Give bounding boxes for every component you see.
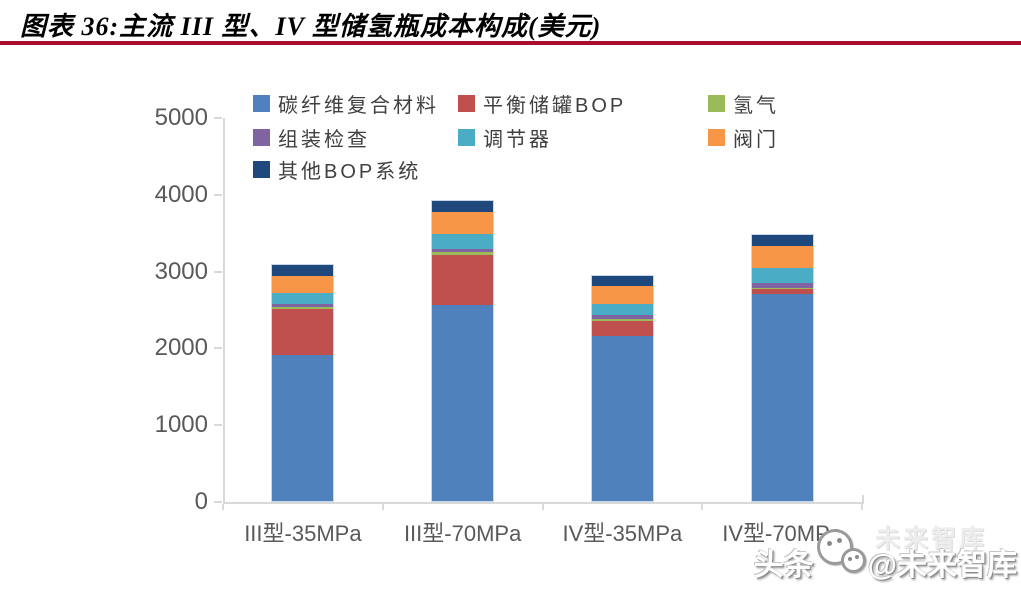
legend-item: 阀门	[708, 126, 779, 151]
plot-area	[223, 118, 864, 504]
bar-segment	[591, 315, 653, 320]
legend-label: 调节器	[483, 128, 552, 151]
bar-segment	[432, 201, 494, 213]
legend-swatch	[708, 128, 725, 146]
legend-label: 平衡储罐BOP	[483, 94, 627, 117]
y-tick-label: 1000	[154, 411, 208, 439]
bar-segment	[432, 252, 494, 255]
y-tick-label: 3000	[154, 257, 208, 285]
x-category-label: IV型-35MPa	[562, 521, 683, 546]
bar-segment	[751, 267, 813, 283]
y-tick-label: 0	[194, 488, 208, 515]
bar-segment	[591, 335, 653, 501]
figure-title: 图表 36:主流 III 型、IV 型储氢瓶成本构成(美元)	[20, 12, 602, 41]
x-axis-tick	[222, 504, 224, 510]
bar-segment	[751, 289, 813, 295]
bar-segment	[432, 249, 494, 253]
title-divider-line	[0, 41, 1021, 45]
logo-small-circle	[840, 548, 866, 573]
stacked-bar-III型-70MPa	[431, 200, 495, 502]
y-axis-tick	[214, 501, 222, 503]
legend-swatch	[708, 94, 725, 112]
stacked-bar-III型-35MPa	[271, 263, 335, 502]
legend-item: 平衡储罐BOP	[458, 92, 626, 117]
x-axis-tick	[541, 504, 544, 510]
legend-item: 其他BOP系统	[253, 158, 421, 183]
y-axis-tick	[214, 424, 222, 427]
legend-swatch	[253, 160, 270, 178]
bar-segment	[591, 319, 653, 321]
y-tick-label: 5000	[154, 104, 208, 131]
logo-dot	[826, 541, 832, 546]
bar-segment	[272, 275, 334, 293]
legend-item: 碳纤维复合材料	[253, 92, 439, 117]
bar-segment	[432, 234, 494, 250]
legend-item: 调节器	[458, 126, 552, 151]
logo-big-circle	[816, 529, 853, 565]
bar-segment	[432, 254, 494, 305]
bar-segment	[591, 303, 653, 316]
bar-segment	[272, 264, 334, 276]
x-axis-tick	[861, 504, 863, 510]
logo-dot	[854, 555, 859, 559]
watermark-ghost-text: 未来智库	[874, 525, 987, 553]
x-axis-tick	[701, 504, 704, 510]
bar-segment	[751, 287, 813, 290]
bar-segment	[591, 320, 653, 336]
bar-segment	[432, 212, 494, 235]
legend-label: 氢气	[733, 94, 779, 117]
bar-segment	[751, 234, 813, 247]
legend-label: 组装检查	[278, 128, 370, 151]
y-axis-tick	[214, 193, 222, 196]
y-tick-label: 2000	[154, 334, 208, 362]
y-axis-tick	[214, 270, 222, 273]
legend-item: 氢气	[708, 92, 779, 117]
bar-segment	[751, 246, 813, 268]
legend-label: 碳纤维复合材料	[278, 94, 439, 117]
bar-segment	[751, 282, 813, 288]
logo-dot	[836, 538, 842, 543]
bar-segment	[432, 304, 494, 501]
legend-label: 阀门	[733, 128, 779, 151]
axis-right-end-tick	[862, 495, 864, 504]
x-axis-tick	[381, 504, 384, 510]
watermark: 未来智库 头条 @未来智库	[754, 517, 1017, 589]
legend-label: 其他BOP系统	[278, 160, 422, 183]
watermark-text-right: @未来智库	[867, 549, 1017, 582]
watermark-text-left: 头条	[753, 549, 814, 582]
bar-segment	[272, 309, 334, 355]
watermark-main: 头条 @未来智库	[753, 529, 1017, 587]
legend-swatch	[458, 128, 475, 146]
bar-segment	[272, 354, 334, 501]
legend-swatch	[253, 94, 270, 112]
stacked-bar-IV型-35MPa	[590, 275, 654, 502]
x-category-label: III型-35MPa	[244, 521, 362, 546]
x-category-label: III型-70MPa	[403, 521, 522, 546]
y-axis-tick	[214, 347, 222, 350]
stacked-bar-IV型-70MPa	[750, 233, 814, 502]
bar-segment	[591, 276, 653, 287]
toutiao-smiley-logo	[815, 529, 867, 579]
legend-swatch	[253, 128, 270, 146]
legend-swatch	[458, 94, 475, 112]
bar-segment	[272, 304, 334, 307]
bar-segment	[591, 286, 653, 304]
legend-item: 组装检查	[253, 126, 370, 151]
y-tick-label: 4000	[154, 180, 208, 208]
bar-segment	[751, 294, 813, 501]
logo-dot	[847, 557, 852, 561]
bar-segment	[272, 292, 334, 305]
bar-segment	[272, 306, 334, 310]
y-axis-tick	[214, 117, 222, 119]
